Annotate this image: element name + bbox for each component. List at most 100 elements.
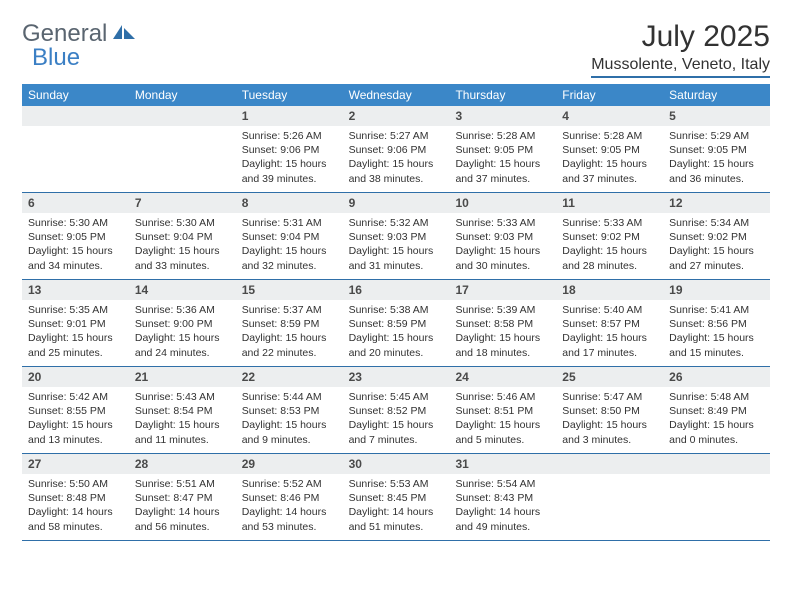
day-line: Sunrise: 5:50 AM xyxy=(28,477,123,491)
day-line: and 53 minutes. xyxy=(242,520,337,534)
day-line: and 58 minutes. xyxy=(28,520,123,534)
day-line: Daylight: 14 hours xyxy=(135,505,230,519)
day-cell: 13Sunrise: 5:35 AMSunset: 9:01 PMDayligh… xyxy=(22,280,129,366)
day-cell: 4Sunrise: 5:28 AMSunset: 9:05 PMDaylight… xyxy=(556,106,663,192)
day-line: Sunset: 8:58 PM xyxy=(455,317,550,331)
day-line: and 34 minutes. xyxy=(28,259,123,273)
day-body: Sunrise: 5:54 AMSunset: 8:43 PMDaylight:… xyxy=(449,474,556,540)
day-line: Sunset: 8:49 PM xyxy=(669,404,764,418)
day-body: Sunrise: 5:41 AMSunset: 8:56 PMDaylight:… xyxy=(663,300,770,366)
day-number: 16 xyxy=(343,280,450,300)
day-line: and 9 minutes. xyxy=(242,433,337,447)
day-number: 11 xyxy=(556,193,663,213)
day-line: Sunset: 9:04 PM xyxy=(135,230,230,244)
day-body: Sunrise: 5:39 AMSunset: 8:58 PMDaylight:… xyxy=(449,300,556,366)
day-line: Sunrise: 5:51 AM xyxy=(135,477,230,491)
day-line: and 36 minutes. xyxy=(669,172,764,186)
day-cell: 23Sunrise: 5:45 AMSunset: 8:52 PMDayligh… xyxy=(343,367,450,453)
day-line: Daylight: 15 hours xyxy=(455,418,550,432)
day-body: Sunrise: 5:36 AMSunset: 9:00 PMDaylight:… xyxy=(129,300,236,366)
day-line: Sunrise: 5:30 AM xyxy=(28,216,123,230)
day-line: Daylight: 14 hours xyxy=(349,505,444,519)
day-number: 12 xyxy=(663,193,770,213)
month-title: July 2025 xyxy=(591,20,770,54)
day-number: 6 xyxy=(22,193,129,213)
day-body: Sunrise: 5:44 AMSunset: 8:53 PMDaylight:… xyxy=(236,387,343,453)
day-cell: 16Sunrise: 5:38 AMSunset: 8:59 PMDayligh… xyxy=(343,280,450,366)
day-number: 27 xyxy=(22,454,129,474)
day-number: 25 xyxy=(556,367,663,387)
day-line: and 20 minutes. xyxy=(349,346,444,360)
day-line: Sunrise: 5:41 AM xyxy=(669,303,764,317)
day-line: Sunrise: 5:54 AM xyxy=(455,477,550,491)
day-number: 17 xyxy=(449,280,556,300)
day-number: 14 xyxy=(129,280,236,300)
day-line: Sunset: 8:54 PM xyxy=(135,404,230,418)
day-number: 22 xyxy=(236,367,343,387)
day-number: 21 xyxy=(129,367,236,387)
day-number: 4 xyxy=(556,106,663,126)
day-line: Sunrise: 5:33 AM xyxy=(455,216,550,230)
day-line: Sunset: 9:06 PM xyxy=(242,143,337,157)
day-cell: 30Sunrise: 5:53 AMSunset: 8:45 PMDayligh… xyxy=(343,454,450,540)
day-line: Daylight: 15 hours xyxy=(349,418,444,432)
day-line: Sunset: 8:43 PM xyxy=(455,491,550,505)
day-line: Daylight: 15 hours xyxy=(242,244,337,258)
day-cell: 8Sunrise: 5:31 AMSunset: 9:04 PMDaylight… xyxy=(236,193,343,279)
day-line: Sunrise: 5:33 AM xyxy=(562,216,657,230)
day-cell: 18Sunrise: 5:40 AMSunset: 8:57 PMDayligh… xyxy=(556,280,663,366)
week-row: 20Sunrise: 5:42 AMSunset: 8:55 PMDayligh… xyxy=(22,367,770,454)
day-cell: 28Sunrise: 5:51 AMSunset: 8:47 PMDayligh… xyxy=(129,454,236,540)
day-line: Sunrise: 5:37 AM xyxy=(242,303,337,317)
day-body: Sunrise: 5:42 AMSunset: 8:55 PMDaylight:… xyxy=(22,387,129,453)
day-line: and 56 minutes. xyxy=(135,520,230,534)
day-body: Sunrise: 5:40 AMSunset: 8:57 PMDaylight:… xyxy=(556,300,663,366)
day-cell: 27Sunrise: 5:50 AMSunset: 8:48 PMDayligh… xyxy=(22,454,129,540)
week-row: 1Sunrise: 5:26 AMSunset: 9:06 PMDaylight… xyxy=(22,106,770,193)
day-body xyxy=(129,126,236,186)
day-cell: 21Sunrise: 5:43 AMSunset: 8:54 PMDayligh… xyxy=(129,367,236,453)
day-body xyxy=(22,126,129,186)
day-line: Daylight: 15 hours xyxy=(28,244,123,258)
page-header: General July 2025 Mussolente, Veneto, It… xyxy=(22,20,770,78)
day-line: and 22 minutes. xyxy=(242,346,337,360)
day-body: Sunrise: 5:33 AMSunset: 9:03 PMDaylight:… xyxy=(449,213,556,279)
day-cell: 25Sunrise: 5:47 AMSunset: 8:50 PMDayligh… xyxy=(556,367,663,453)
day-cell: 7Sunrise: 5:30 AMSunset: 9:04 PMDaylight… xyxy=(129,193,236,279)
day-line: and 28 minutes. xyxy=(562,259,657,273)
day-number: 23 xyxy=(343,367,450,387)
day-number: 5 xyxy=(663,106,770,126)
day-number: 8 xyxy=(236,193,343,213)
day-body: Sunrise: 5:37 AMSunset: 8:59 PMDaylight:… xyxy=(236,300,343,366)
day-line: Sunset: 9:02 PM xyxy=(669,230,764,244)
day-body xyxy=(663,474,770,534)
week-row: 13Sunrise: 5:35 AMSunset: 9:01 PMDayligh… xyxy=(22,280,770,367)
day-cell: 6Sunrise: 5:30 AMSunset: 9:05 PMDaylight… xyxy=(22,193,129,279)
day-line: and 30 minutes. xyxy=(455,259,550,273)
day-line: Sunset: 9:05 PM xyxy=(562,143,657,157)
day-number: 13 xyxy=(22,280,129,300)
day-body: Sunrise: 5:47 AMSunset: 8:50 PMDaylight:… xyxy=(556,387,663,453)
day-body: Sunrise: 5:30 AMSunset: 9:04 PMDaylight:… xyxy=(129,213,236,279)
location-text: Mussolente, Veneto, Italy xyxy=(591,56,770,78)
day-body: Sunrise: 5:26 AMSunset: 9:06 PMDaylight:… xyxy=(236,126,343,192)
day-line: Sunset: 8:55 PM xyxy=(28,404,123,418)
day-number: 31 xyxy=(449,454,556,474)
day-cell: 12Sunrise: 5:34 AMSunset: 9:02 PMDayligh… xyxy=(663,193,770,279)
day-number: 15 xyxy=(236,280,343,300)
day-line: Daylight: 15 hours xyxy=(135,244,230,258)
day-cell xyxy=(22,106,129,192)
day-line: Sunset: 8:56 PM xyxy=(669,317,764,331)
day-line: Daylight: 15 hours xyxy=(562,418,657,432)
day-line: Sunrise: 5:31 AM xyxy=(242,216,337,230)
day-line: and 51 minutes. xyxy=(349,520,444,534)
day-line: and 32 minutes. xyxy=(242,259,337,273)
day-line: Sunrise: 5:28 AM xyxy=(455,129,550,143)
day-cell: 29Sunrise: 5:52 AMSunset: 8:46 PMDayligh… xyxy=(236,454,343,540)
day-line: and 37 minutes. xyxy=(455,172,550,186)
day-body: Sunrise: 5:46 AMSunset: 8:51 PMDaylight:… xyxy=(449,387,556,453)
day-line: Daylight: 15 hours xyxy=(562,244,657,258)
day-header: Thursday xyxy=(449,84,556,106)
day-cell: 14Sunrise: 5:36 AMSunset: 9:00 PMDayligh… xyxy=(129,280,236,366)
day-cell: 19Sunrise: 5:41 AMSunset: 8:56 PMDayligh… xyxy=(663,280,770,366)
